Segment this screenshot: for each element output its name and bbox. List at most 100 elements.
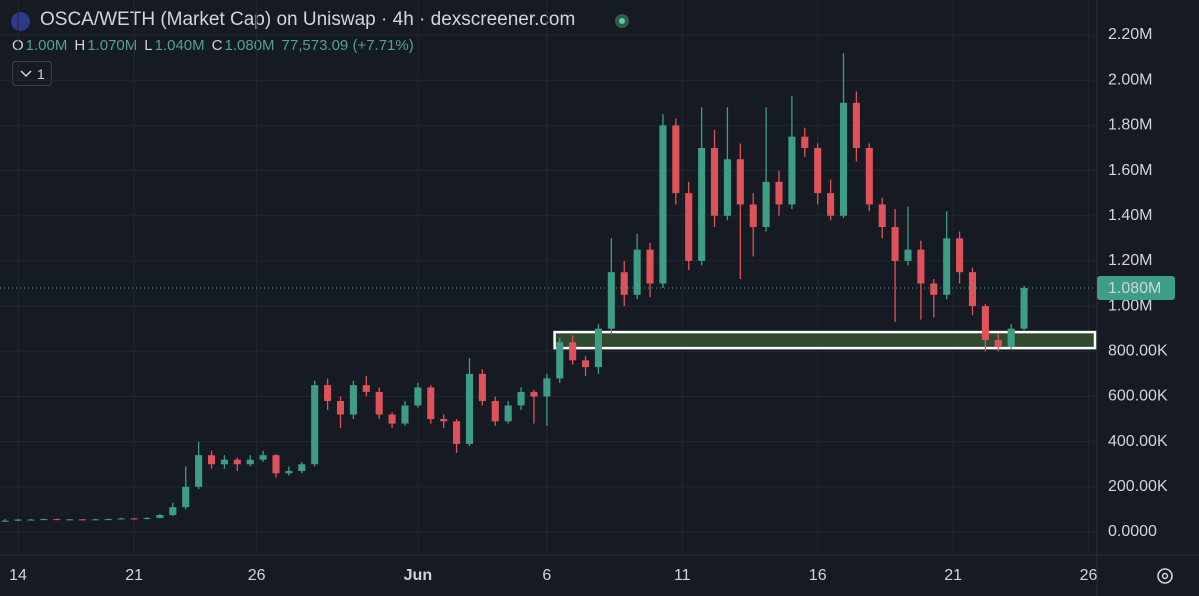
change-text: 77,573.09 (+7.71%) xyxy=(281,37,414,54)
y-tick-label: 800.00K xyxy=(1108,342,1168,359)
candle-body xyxy=(182,486,190,508)
candle-body xyxy=(388,414,396,424)
candle-body xyxy=(440,419,448,422)
candle-body xyxy=(943,238,951,295)
candle-body xyxy=(788,136,796,205)
candle-body xyxy=(117,518,125,520)
candle-body xyxy=(195,455,203,487)
candle-body xyxy=(156,515,164,518)
candle-body xyxy=(878,204,886,228)
candle-body xyxy=(814,147,822,194)
x-tick-label: 16 xyxy=(809,567,827,584)
candle-body xyxy=(659,125,667,284)
candle-body xyxy=(285,470,293,474)
candle-body xyxy=(633,249,641,295)
x-tick-label: 11 xyxy=(674,567,691,584)
candle-body xyxy=(749,204,757,228)
ohlc-key: H xyxy=(74,37,86,54)
candle-body xyxy=(994,339,1002,347)
candle-body xyxy=(220,459,228,465)
y-tick-label: 1.40M xyxy=(1108,207,1152,224)
price-label: 1.080M xyxy=(1108,280,1161,297)
y-tick-label: 1.80M xyxy=(1108,117,1152,134)
candle-body xyxy=(672,125,680,194)
candle-body xyxy=(53,519,61,521)
candle-body xyxy=(478,373,486,401)
candle-body xyxy=(762,181,770,228)
candle-body xyxy=(207,455,216,465)
candle-body xyxy=(491,400,499,422)
candle-body xyxy=(620,272,628,295)
y-tick-label: 1.60M xyxy=(1108,162,1152,179)
candle-body xyxy=(169,507,177,516)
candle-body xyxy=(685,193,693,261)
candle-body xyxy=(465,373,474,444)
candle-body xyxy=(427,387,435,420)
candle-body xyxy=(143,517,151,519)
x-tick-label: 21 xyxy=(125,567,143,584)
candle-body xyxy=(104,519,112,521)
support-zone xyxy=(553,330,1097,350)
candle-body xyxy=(710,147,719,216)
candle-body xyxy=(698,147,706,261)
candle-body xyxy=(130,518,138,520)
candle-body xyxy=(375,391,383,415)
candle-body xyxy=(646,249,654,284)
candle-body xyxy=(839,102,848,216)
x-tick-label: 14 xyxy=(9,567,27,584)
chart-title: OSCA/WETH (Market Cap) on Uniswap · 4h ·… xyxy=(40,9,576,30)
candle-body xyxy=(298,464,306,471)
y-tick-label: 200.00K xyxy=(1108,478,1168,495)
indicator-count: 1 xyxy=(37,66,45,82)
token-logo xyxy=(11,12,30,31)
candle-body xyxy=(607,272,615,329)
candle-body xyxy=(401,405,409,424)
settings-icon[interactable] xyxy=(1157,568,1173,584)
candle-body xyxy=(1020,288,1028,329)
candle-body xyxy=(27,519,35,521)
x-tick-label: Jun xyxy=(404,567,432,584)
candle-body xyxy=(66,519,74,521)
y-tick-label: 400.00K xyxy=(1108,433,1168,450)
y-tick-label: 1.20M xyxy=(1108,252,1152,269)
candle-body xyxy=(723,159,731,216)
y-tick-label: 2.20M xyxy=(1108,26,1152,43)
candle-body xyxy=(569,342,577,361)
ohlc-value: 1.070M xyxy=(87,37,138,54)
y-tick-label: 1.00M xyxy=(1108,297,1152,314)
y-tick-label: 0.0000 xyxy=(1108,523,1157,540)
candle-body xyxy=(349,385,357,415)
candle-body xyxy=(917,249,925,284)
candle-body xyxy=(736,159,744,205)
candle-body xyxy=(956,238,964,273)
candle-body xyxy=(891,227,899,261)
x-tick-label: 26 xyxy=(1080,567,1098,584)
ohlc-key: L xyxy=(144,37,153,54)
candle-body xyxy=(904,249,912,261)
candle-body xyxy=(530,391,538,397)
y-tick-label: 2.00M xyxy=(1108,71,1152,88)
candle-body xyxy=(414,387,422,406)
candle-body xyxy=(259,455,267,460)
candle-body xyxy=(324,385,332,401)
candle-body xyxy=(311,385,319,465)
candle-body xyxy=(91,519,99,521)
candle-body xyxy=(40,519,48,521)
candle-body xyxy=(233,459,241,465)
candle-body xyxy=(543,378,551,397)
candle-body xyxy=(14,519,22,521)
price-label-box xyxy=(1097,276,1175,301)
candle-body xyxy=(78,519,87,521)
ohlc-value: 1.040M xyxy=(154,37,205,54)
candle-body xyxy=(453,421,461,444)
candle-body xyxy=(517,391,525,406)
candle-body xyxy=(272,455,280,474)
candle-body xyxy=(362,385,370,392)
candle-body xyxy=(246,459,254,465)
y-tick-label: 600.00K xyxy=(1108,388,1168,405)
x-tick-label: 6 xyxy=(542,567,551,584)
candle-body xyxy=(801,136,809,148)
indicator-toggle[interactable]: 1 xyxy=(12,61,52,86)
